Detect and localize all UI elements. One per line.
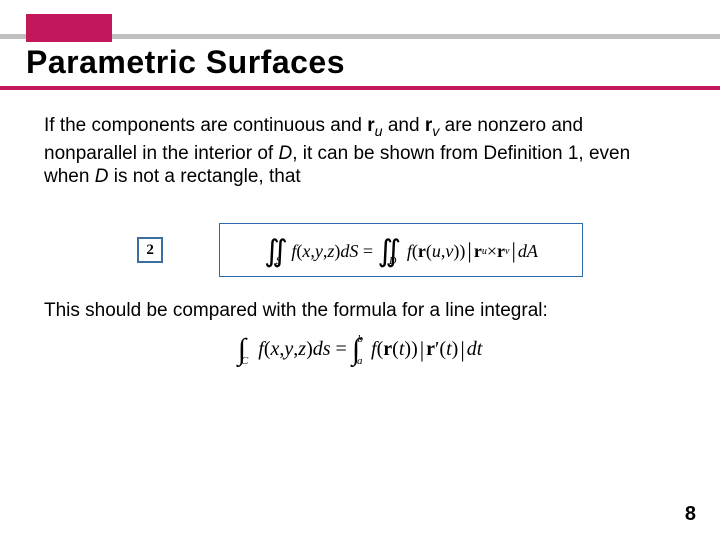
paragraph-1: If the components are continuous and ru …	[44, 114, 676, 189]
boxed-formula-frame: ∬S f(x, y, z) dS = ∬D f(r(u, v)) |ru × r…	[219, 223, 583, 277]
title-underline	[0, 86, 720, 90]
line-integral-row: ∫C f(x, y, z) ds = ∫abf(r(t)) |r′(t)| dt	[44, 337, 676, 363]
line-integral-formula: ∫C f(x, y, z) ds = ∫abf(r(t)) |r′(t)| dt	[238, 337, 483, 363]
slide-body: If the components are continuous and ru …	[44, 114, 676, 363]
boxed-equation-row: 2 ∬S f(x, y, z) dS = ∬D f(r(u, v)) |ru ×…	[44, 223, 676, 277]
page-number: 8	[685, 503, 696, 526]
accent-block	[26, 14, 112, 42]
boxed-formula: ∬S f(x, y, z) dS = ∬D f(r(u, v)) |ru × r…	[264, 238, 538, 264]
equation-number-box: 2	[137, 237, 163, 263]
page-title: Parametric Surfaces	[26, 44, 345, 81]
paragraph-2: This should be compared with the formula…	[44, 299, 676, 323]
